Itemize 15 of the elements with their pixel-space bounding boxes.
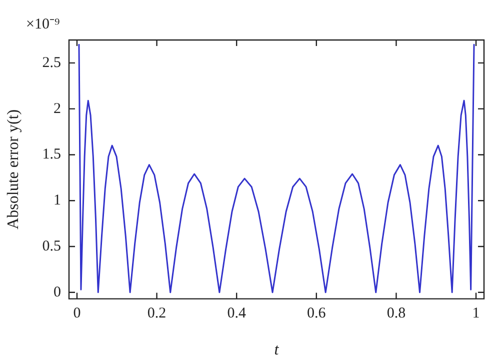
x-tick-label: 0.2 [147,306,166,322]
y-tick-label: 1 [54,192,61,209]
y-tick-label: 1.5 [42,146,61,163]
x-tick-label: 0.8 [386,306,406,322]
y-tick-label: 0.5 [42,238,61,254]
y-axis-title: Absolute error y(t) [4,109,22,230]
x-tick-label: 0.4 [227,306,246,322]
x-tick-label: 0 [73,306,81,322]
x-tick-label: 1 [472,306,480,322]
text: ×10⁻⁹ [26,16,60,32]
y-tick-label: 2.5 [42,54,61,71]
y-tick-label: 2 [54,100,61,117]
x-tick-label: 0.6 [307,306,326,322]
y-tick-label: 0 [54,284,61,300]
x-axis-title: t [274,342,280,359]
